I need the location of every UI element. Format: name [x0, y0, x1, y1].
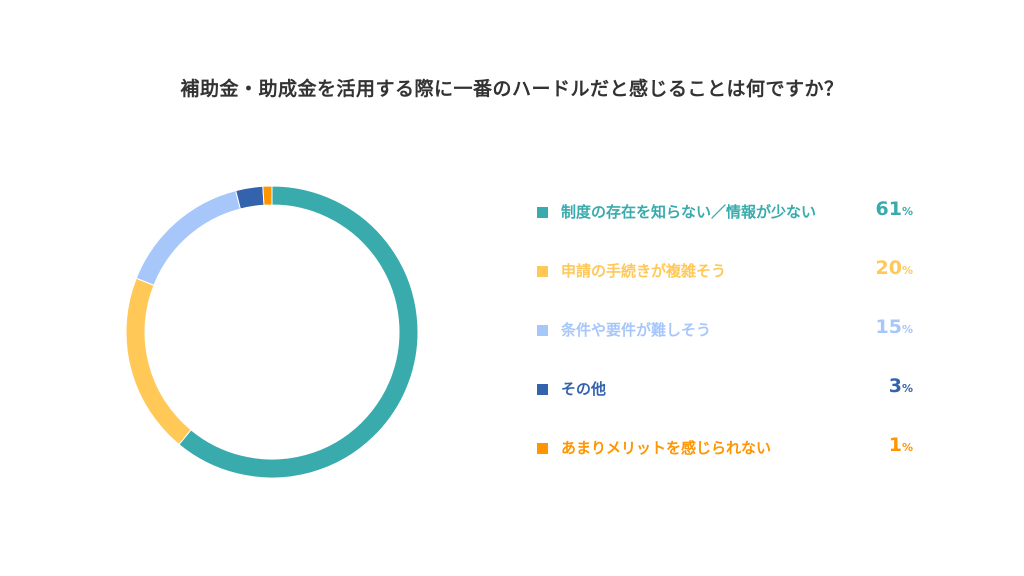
legend-swatch: [537, 266, 548, 277]
percent-value: 15: [875, 316, 902, 338]
legend-item: 申請の手続きが複雑そう 20%: [537, 257, 913, 316]
percent-value: 1: [888, 434, 902, 456]
legend-swatch: [537, 384, 548, 395]
legend-item: その他 3%: [537, 375, 913, 434]
legend-swatch: [537, 207, 548, 218]
percent-sign: %: [901, 323, 913, 336]
legend-swatch: [537, 443, 548, 454]
legend-label: その他: [561, 380, 607, 398]
percent-value: 3: [888, 375, 902, 397]
donut-slice: [262, 186, 273, 206]
percent-value: 20: [875, 257, 902, 279]
legend-percent: 15%: [876, 316, 913, 338]
legend-item: 条件や要件が難しそう 15%: [537, 316, 913, 375]
percent-sign: %: [901, 382, 913, 395]
legend-label: 条件や要件が難しそう: [561, 321, 712, 339]
donut-chart: [126, 186, 418, 478]
percent-sign: %: [901, 264, 913, 277]
legend-percent: 1%: [889, 434, 913, 456]
legend-item: 制度の存在を知らない／情報が少ない 61%: [537, 198, 913, 257]
chart-title: 補助金・助成金を活用する際に一番のハードルだと感じることは何ですか？: [180, 78, 844, 100]
legend-item: あまりメリットを感じられない 1%: [537, 434, 913, 493]
legend-percent: 61%: [876, 198, 913, 220]
percent-sign: %: [901, 205, 913, 218]
legend-percent: 20%: [876, 257, 913, 279]
donut-slice: [235, 186, 265, 210]
donut-slice: [135, 189, 242, 286]
legend-percent: 3%: [889, 375, 913, 397]
donut-slice: [178, 186, 418, 478]
donut-slice: [126, 277, 192, 446]
legend-label: あまりメリットを感じられない: [561, 439, 772, 457]
percent-sign: %: [901, 441, 913, 454]
legend-label: 制度の存在を知らない／情報が少ない: [561, 203, 817, 221]
legend-swatch: [537, 325, 548, 336]
percent-value: 61: [875, 198, 902, 220]
legend-label: 申請の手続きが複雑そう: [561, 262, 727, 280]
legend: 制度の存在を知らない／情報が少ない 61% 申請の手続きが複雑そう 20% 条件…: [537, 198, 913, 493]
